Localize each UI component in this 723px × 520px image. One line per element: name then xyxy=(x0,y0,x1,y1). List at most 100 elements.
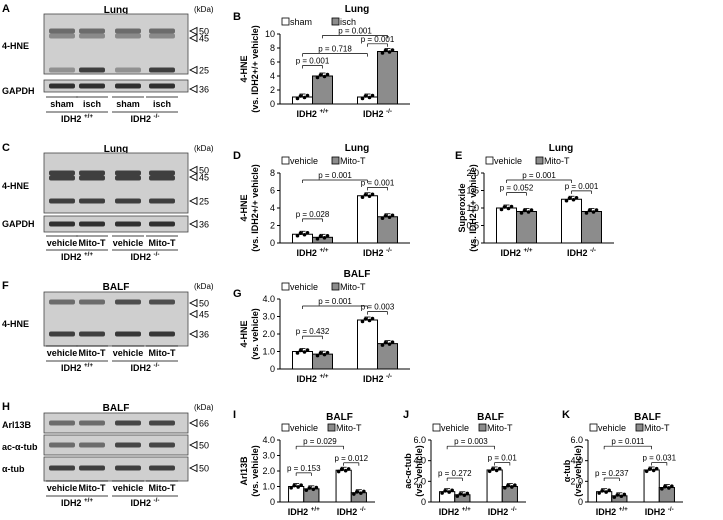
bar xyxy=(312,75,333,105)
data-point xyxy=(355,490,359,494)
group-label: IDH2 +/+ xyxy=(61,113,93,124)
marker-arrow-icon xyxy=(188,309,198,319)
blot-band xyxy=(79,83,105,89)
y-axis-label: Superoxide xyxy=(457,183,467,232)
y-tick-label: 4 xyxy=(270,203,275,213)
marker-arrow-icon xyxy=(188,33,198,43)
data-point xyxy=(315,237,320,241)
panel-letter: D xyxy=(233,150,241,162)
legend-label: Mito-T xyxy=(336,423,362,433)
legend-swatch xyxy=(535,156,544,165)
marker-arrow-icon xyxy=(188,84,198,94)
blot-band xyxy=(115,331,141,337)
data-point xyxy=(299,483,303,487)
data-point xyxy=(619,494,624,499)
blot-band xyxy=(149,442,175,448)
blot-title: Lung xyxy=(104,144,128,155)
y-tick-label: 2.0 xyxy=(570,476,583,486)
blot-band xyxy=(79,170,105,176)
y-tick-label: 0 xyxy=(270,497,275,507)
marker-arrow-icon xyxy=(188,440,198,450)
data-point xyxy=(499,207,504,212)
lane-label: vehicle xyxy=(47,483,78,493)
data-point xyxy=(305,348,310,352)
data-point xyxy=(367,318,372,323)
blot-band xyxy=(149,221,175,227)
blot-band xyxy=(49,299,75,305)
lane-label: vehicle xyxy=(113,348,144,358)
data-point xyxy=(295,351,300,355)
legend-swatch xyxy=(432,423,441,432)
p-value: p = 0.003 xyxy=(454,437,488,446)
data-point xyxy=(298,94,303,98)
marker-arrow-icon xyxy=(188,26,198,36)
data-point xyxy=(305,230,310,235)
band-label: GAPDH xyxy=(2,219,35,229)
blot-band xyxy=(115,175,141,181)
data-point xyxy=(298,231,303,236)
bar xyxy=(377,216,398,244)
y-tick-label: 0 xyxy=(578,497,583,507)
lane-label: Mito-T xyxy=(149,238,176,248)
chart-title: BALF xyxy=(326,412,353,423)
legend-swatch xyxy=(281,423,290,432)
y-tick-label: 1.0 xyxy=(262,347,275,357)
p-value: p = 0.001 xyxy=(361,178,395,187)
blot-band xyxy=(115,83,141,89)
data-point xyxy=(587,208,592,213)
data-point xyxy=(450,488,454,493)
data-point xyxy=(529,208,534,212)
data-point xyxy=(363,317,368,321)
group-label: IDH2 -/- xyxy=(131,362,160,373)
y-tick-label: 2.0 xyxy=(262,466,275,476)
p-value: p = 0.272 xyxy=(438,469,472,478)
data-point xyxy=(651,468,656,473)
lane-label: vehicle xyxy=(47,238,78,248)
bar xyxy=(292,233,313,244)
data-point xyxy=(487,469,492,474)
marker-kda: 50 xyxy=(199,27,209,37)
legend-label: vehicle xyxy=(494,156,522,166)
x-tick-label: IDH2 -/- xyxy=(363,247,392,258)
panel-letter: B xyxy=(233,11,241,23)
data-point xyxy=(519,211,524,215)
x-tick-label: IDH2 -/- xyxy=(488,506,517,517)
data-point xyxy=(362,489,366,494)
marker-kda: 25 xyxy=(199,197,209,207)
marker-kda: 25 xyxy=(199,66,209,76)
marker-arrow-icon xyxy=(188,298,198,308)
marker-arrow-icon xyxy=(188,196,198,206)
marker-kda: 36 xyxy=(199,220,209,230)
data-point xyxy=(370,316,375,321)
blot-band xyxy=(79,420,105,426)
data-point xyxy=(526,210,531,214)
y-axis-label: ac-α-tub xyxy=(403,453,413,489)
marker-arrow-icon xyxy=(188,165,198,175)
data-point xyxy=(567,196,572,201)
y-tick-label: 0 xyxy=(270,99,275,109)
legend-label: vehicle xyxy=(290,423,318,433)
data-point xyxy=(305,93,310,98)
y-tick-label: 1.0 xyxy=(262,482,275,492)
data-point xyxy=(292,483,296,488)
y-tick-label: 0 xyxy=(421,497,426,507)
data-point xyxy=(296,485,300,489)
blot-band xyxy=(79,33,105,39)
y-tick-label: 3.0 xyxy=(262,451,275,461)
y-axis-label: α-tub xyxy=(562,459,572,482)
data-point xyxy=(383,213,388,218)
bar xyxy=(561,198,582,244)
data-point xyxy=(667,486,671,490)
data-point xyxy=(298,348,303,353)
y-tick-label: 2.0 xyxy=(262,329,275,339)
data-point xyxy=(571,197,576,202)
x-tick-label: IDH2 +/+ xyxy=(439,506,471,517)
y-axis-label: 4-HNE xyxy=(239,320,249,347)
panel-letter: F xyxy=(2,280,9,292)
data-point xyxy=(465,491,470,496)
bar xyxy=(357,319,378,370)
y-axis-label: (vs. IDH2+/+ vehicle) xyxy=(250,25,260,113)
chart-title: BALF xyxy=(344,269,371,280)
y-tick-label: 0 xyxy=(270,364,275,374)
y-axis-label: (vs. IDH2+/+ vehicle) xyxy=(468,164,478,252)
